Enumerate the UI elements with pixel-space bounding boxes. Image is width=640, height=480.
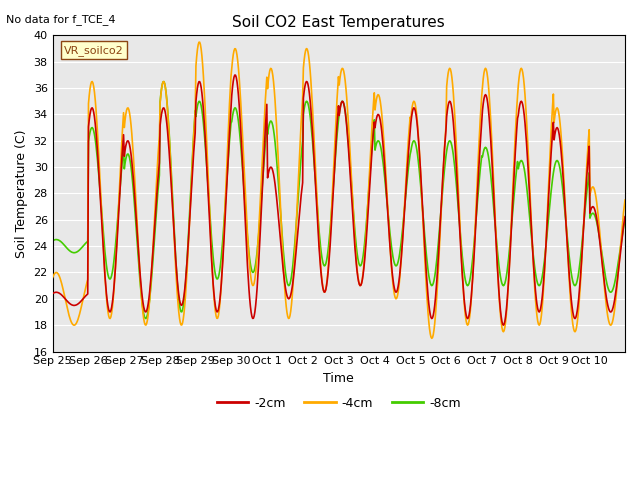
Text: VR_soilco2: VR_soilco2 bbox=[64, 45, 124, 56]
X-axis label: Time: Time bbox=[323, 372, 354, 385]
Y-axis label: Soil Temperature (C): Soil Temperature (C) bbox=[15, 129, 28, 258]
Legend: -2cm, -4cm, -8cm: -2cm, -4cm, -8cm bbox=[212, 392, 466, 415]
Title: Soil CO2 East Temperatures: Soil CO2 East Temperatures bbox=[232, 15, 445, 30]
Text: No data for f_TCE_4: No data for f_TCE_4 bbox=[6, 14, 116, 25]
